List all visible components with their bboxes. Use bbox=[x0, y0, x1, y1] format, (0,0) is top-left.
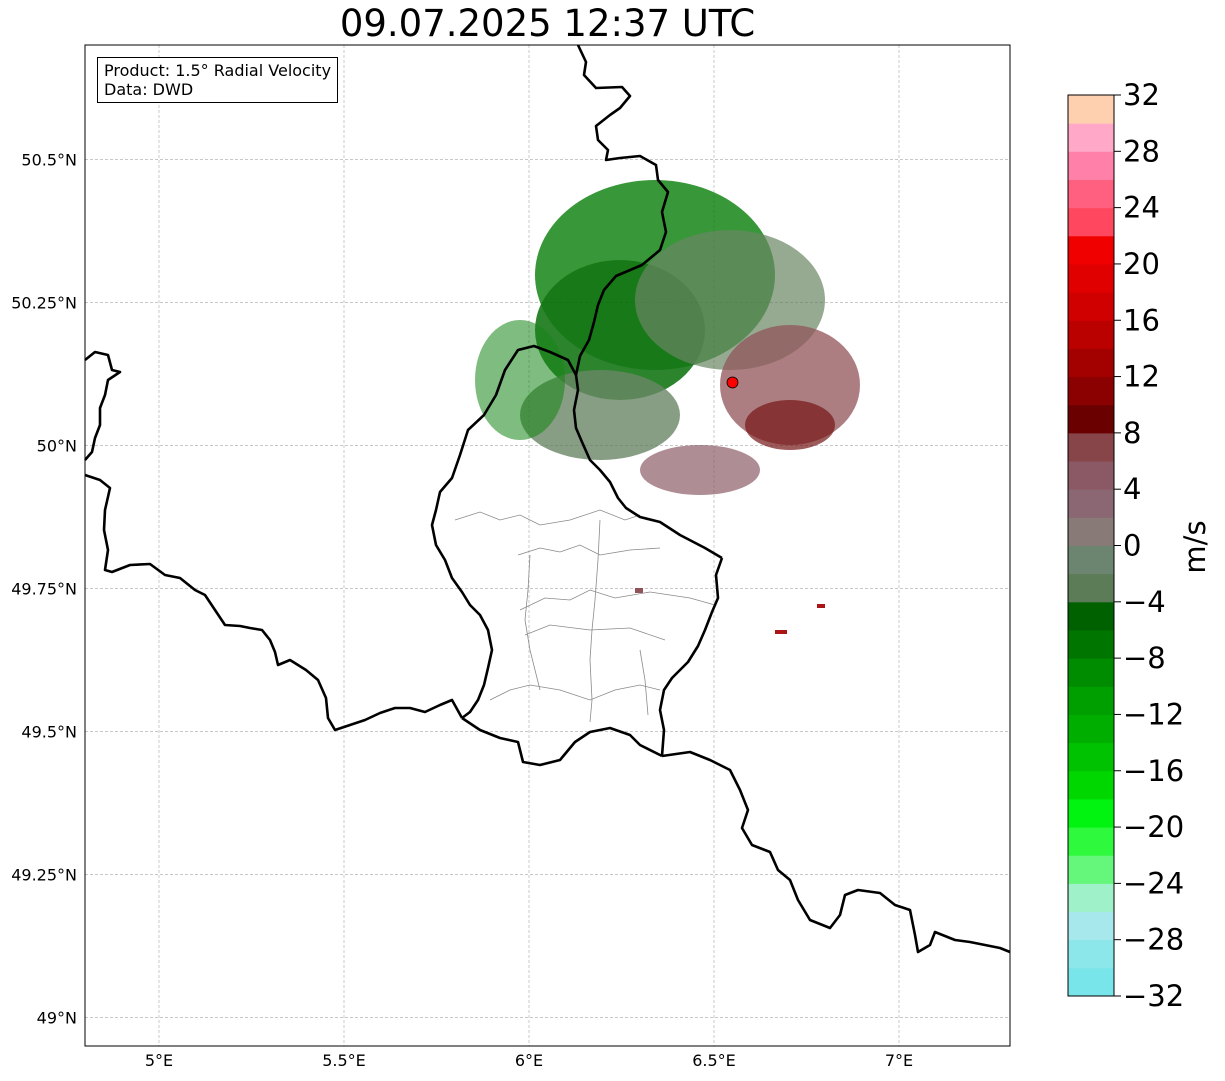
colorbar-ticks: −32 −28 −24 −20 −16 −12 −8 −4 0 4 8 12 16 20 24 28 32 bbox=[1114, 78, 1184, 1013]
lon-tick-label: 5°E bbox=[145, 1051, 173, 1070]
colorbar-segment bbox=[1068, 827, 1114, 856]
colorbar-tick-label: 12 bbox=[1123, 360, 1160, 394]
colorbar-segment bbox=[1068, 629, 1114, 659]
latitude-ticks: 49°N 49.25°N 49.5°N 49.75°N 50°N 50.25°N 50.5°… bbox=[11, 150, 77, 1027]
colorbar-tick-label: 28 bbox=[1123, 134, 1160, 168]
longitude-ticks: 5°E 5.5°E 6°E 6.5°E 7°E bbox=[145, 1051, 913, 1070]
colorbar-tick-label: −32 bbox=[1123, 979, 1184, 1013]
lat-tick-label: 49.75°N bbox=[11, 579, 77, 598]
echo-west-fringe bbox=[475, 320, 565, 440]
colorbar-segment bbox=[1068, 545, 1114, 575]
colorbar-segment bbox=[1068, 432, 1114, 462]
product-label: Product: 1.5° Radial Velocity bbox=[104, 61, 332, 80]
colorbar-segment bbox=[1068, 967, 1114, 997]
admin-boundary bbox=[589, 519, 601, 723]
echo-fleck bbox=[817, 604, 825, 608]
colorbar-segment bbox=[1068, 404, 1114, 434]
colorbar-tick-label: −28 bbox=[1123, 923, 1184, 957]
map-frame bbox=[84, 44, 1011, 1047]
admin-boundary bbox=[639, 649, 649, 716]
colorbar-segment bbox=[1068, 320, 1114, 349]
colorbar-segment bbox=[1068, 855, 1114, 884]
colorbar-segment bbox=[1068, 798, 1114, 828]
page-title: 09.07.2025 12:37 UTC bbox=[339, 2, 756, 45]
colorbar-segment bbox=[1068, 883, 1114, 913]
admin-boundary bbox=[524, 554, 541, 691]
colorbar-segment bbox=[1068, 235, 1114, 265]
colorbar-segment bbox=[1068, 292, 1114, 321]
admin-boundaries bbox=[454, 509, 716, 723]
admin-boundary bbox=[517, 544, 661, 556]
border-luxembourg-germany bbox=[658, 557, 724, 757]
colorbar-tick-label: 20 bbox=[1123, 247, 1160, 281]
border-luxembourg-france bbox=[461, 716, 663, 767]
country-borders bbox=[84, 44, 1011, 954]
colorbar-segment bbox=[1068, 601, 1114, 631]
colorbar-segment bbox=[1068, 263, 1114, 293]
colorbar-tick-label: −20 bbox=[1123, 810, 1184, 844]
echo-outbound-dark bbox=[745, 400, 835, 450]
colorbar-segment bbox=[1068, 517, 1114, 546]
lat-tick-label: 49°N bbox=[37, 1008, 77, 1027]
colorbar-segment bbox=[1068, 573, 1114, 603]
colorbar-segment bbox=[1068, 489, 1114, 518]
lat-tick-label: 50°N bbox=[37, 436, 77, 455]
colorbar-segment bbox=[1068, 123, 1114, 152]
border-germany-france bbox=[661, 750, 1011, 954]
lat-tick-label: 49.25°N bbox=[11, 865, 77, 884]
lat-tick-label: 49.5°N bbox=[21, 722, 77, 741]
colorbar-tick-label: 24 bbox=[1123, 191, 1160, 225]
colorbar-segment bbox=[1068, 770, 1114, 800]
colorbar-tick-label: 32 bbox=[1123, 78, 1160, 112]
colorbar-segment bbox=[1068, 714, 1114, 744]
colorbar-segment bbox=[1068, 95, 1114, 124]
colorbar-segment bbox=[1068, 151, 1114, 180]
colorbar-segment bbox=[1068, 939, 1114, 969]
map-panel bbox=[85, 45, 1010, 1046]
border-belgium-netherlands-stub bbox=[84, 350, 122, 461]
colorbar-segment bbox=[1068, 348, 1114, 378]
data-source-label: Data: DWD bbox=[104, 80, 194, 99]
colorbar-tick-label: −24 bbox=[1123, 866, 1184, 900]
colorbar-segment bbox=[1068, 911, 1114, 941]
echo-fleck bbox=[775, 630, 787, 634]
lon-tick-label: 5.5°E bbox=[322, 1051, 366, 1070]
echo-fleck bbox=[635, 588, 643, 593]
lon-tick-label: 6°E bbox=[515, 1051, 543, 1070]
info-box: Product: 1.5° Radial Velocity Data: DWD bbox=[97, 57, 339, 103]
admin-boundary bbox=[519, 589, 716, 611]
colorbar-segment bbox=[1068, 742, 1114, 772]
colorbar-tick-label: 16 bbox=[1123, 303, 1160, 337]
colorbar-tick-label: −12 bbox=[1123, 697, 1184, 731]
lon-tick-label: 6.5°E bbox=[692, 1051, 736, 1070]
admin-boundary bbox=[524, 624, 666, 641]
border-belgium-france bbox=[84, 473, 464, 732]
radar-site-marker bbox=[726, 376, 739, 389]
colorbar-segment bbox=[1068, 461, 1114, 490]
border-belgium-germany bbox=[572, 44, 723, 560]
echo-outbound-south bbox=[640, 445, 760, 495]
admin-boundary bbox=[489, 684, 661, 701]
colorbar-tick-label: 0 bbox=[1123, 529, 1141, 563]
colorbar bbox=[1068, 95, 1114, 997]
colorbar-segment bbox=[1068, 658, 1114, 687]
colorbar-tick-label: 8 bbox=[1123, 416, 1141, 450]
lat-tick-label: 50.5°N bbox=[21, 150, 77, 169]
colorbar-segment bbox=[1068, 207, 1114, 237]
colorbar-tick-label: 4 bbox=[1123, 472, 1141, 506]
colorbar-label: m/s bbox=[1178, 520, 1212, 573]
colorbar-segment bbox=[1068, 686, 1114, 715]
colorbar-tick-label: −16 bbox=[1123, 754, 1184, 788]
border-belgium-luxembourg bbox=[430, 344, 578, 720]
colorbar-tick-label: −8 bbox=[1123, 641, 1166, 675]
lon-tick-label: 7°E bbox=[885, 1051, 913, 1070]
colorbar-tick-label: −4 bbox=[1123, 585, 1166, 619]
colorbar-segment bbox=[1068, 376, 1114, 406]
admin-boundary bbox=[454, 509, 641, 526]
colorbar-segment bbox=[1068, 179, 1114, 209]
lat-tick-label: 50.25°N bbox=[11, 293, 77, 312]
